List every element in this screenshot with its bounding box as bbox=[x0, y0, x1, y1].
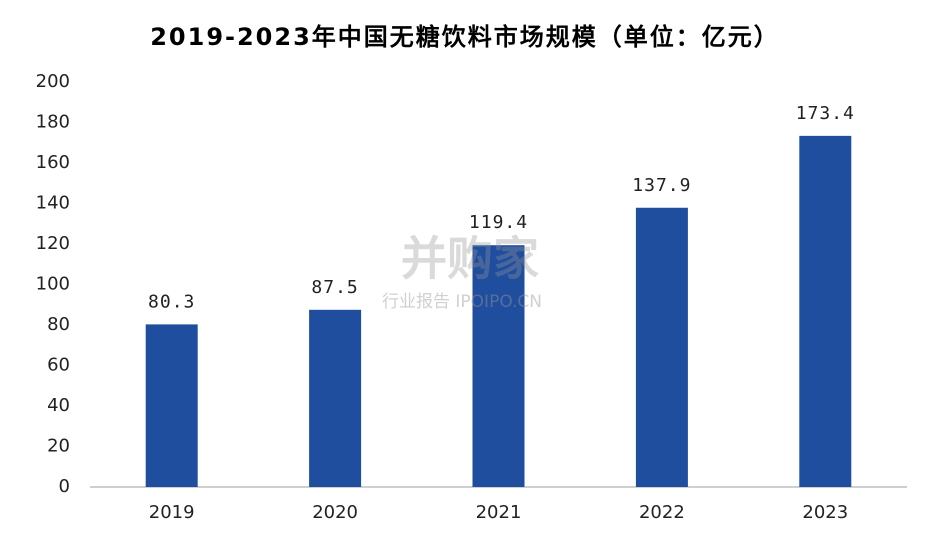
x-tick-label: 2020 bbox=[312, 502, 358, 523]
y-tick-label: 80 bbox=[47, 314, 70, 335]
y-tick-label: 180 bbox=[36, 112, 70, 133]
bar bbox=[799, 135, 852, 488]
bar bbox=[635, 207, 688, 487]
bar bbox=[145, 324, 198, 487]
x-tick-label: 2022 bbox=[639, 502, 685, 523]
y-tick-label: 100 bbox=[36, 274, 70, 295]
value-label: 80.3 bbox=[148, 291, 195, 312]
x-tick-label: 2023 bbox=[802, 502, 848, 523]
x-tick-label: 2019 bbox=[149, 502, 195, 523]
bar bbox=[472, 245, 525, 487]
y-tick-label: 0 bbox=[59, 476, 70, 497]
y-tick-label: 40 bbox=[47, 395, 70, 416]
value-label: 119.4 bbox=[469, 212, 528, 233]
y-tick-label: 120 bbox=[36, 233, 70, 254]
chart-title: 2019-2023年中国无糖饮料市场规模（单位：亿元） bbox=[150, 23, 780, 51]
y-tick-label: 160 bbox=[36, 152, 70, 173]
watermark: 并购家 bbox=[401, 232, 539, 286]
value-label: 137.9 bbox=[632, 175, 691, 196]
watermark: 行业报告 IPOIPO.CN bbox=[382, 292, 542, 312]
value-label: 173.4 bbox=[796, 103, 855, 124]
bar bbox=[309, 309, 362, 487]
x-tick-label: 2021 bbox=[476, 502, 522, 523]
value-label: 87.5 bbox=[311, 277, 358, 298]
y-tick-label: 200 bbox=[36, 71, 70, 92]
y-tick-label: 20 bbox=[47, 436, 70, 457]
y-tick-label: 60 bbox=[47, 355, 70, 376]
y-tick-label: 140 bbox=[36, 193, 70, 214]
